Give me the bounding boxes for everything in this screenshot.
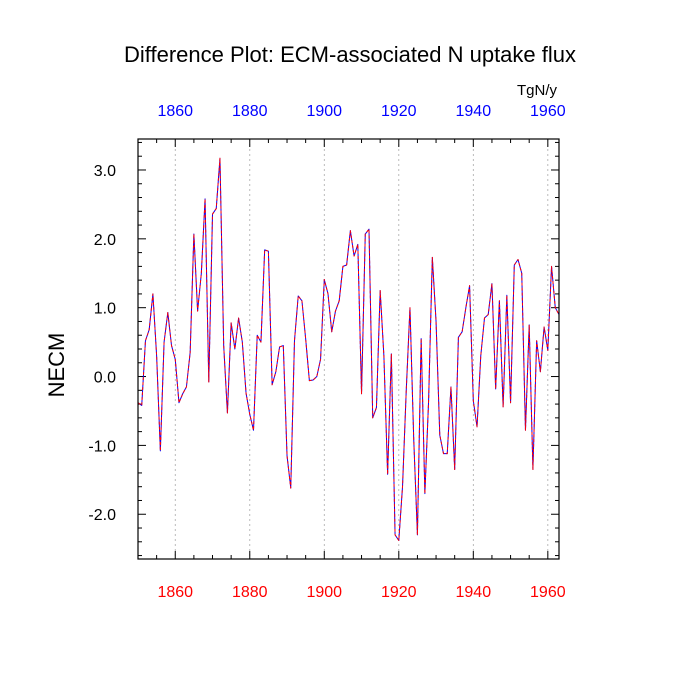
y-tick-label-1: 2.0 xyxy=(94,232,116,249)
x-tick-label-top-1900: 1900 xyxy=(306,103,342,120)
y-tick-label-3: 0.0 xyxy=(94,370,116,387)
y-tick-label-4: -1.0 xyxy=(88,438,116,455)
x-tick-label-bottom-1900: 1900 xyxy=(306,584,342,601)
x-tick-label-bottom-1960: 1960 xyxy=(530,584,566,601)
chart-title: Difference Plot: ECM-associated N uptake… xyxy=(124,42,576,67)
x-tick-label-bottom-1920: 1920 xyxy=(381,584,417,601)
y-tick-labels: 3.0 2.0 1.0 0.0 -1.0 -2.0 xyxy=(88,163,116,524)
y-tick-label-5: -2.0 xyxy=(88,507,116,524)
x-tick-label-top-1860: 1860 xyxy=(157,103,193,120)
series-line-overlay-0 xyxy=(137,157,560,541)
series-line-0 xyxy=(137,157,560,541)
axis-ticks xyxy=(137,139,559,559)
x-tick-labels-bottom: 1860 1880 1900 1920 1940 1960 xyxy=(157,584,565,601)
units-label: TgN/y xyxy=(517,82,558,99)
x-tick-label-bottom-1880: 1880 xyxy=(232,584,268,601)
y-tick-label-0: 3.0 xyxy=(94,163,116,180)
x-tick-labels-top: 1860 1880 1900 1920 1940 1960 xyxy=(157,103,565,120)
grid-lines xyxy=(174,139,549,559)
y-axis-label: NECM xyxy=(44,333,69,398)
x-tick-label-top-1920: 1920 xyxy=(381,103,417,120)
plot-frame xyxy=(137,138,560,560)
x-tick-label-top-1960: 1960 xyxy=(530,103,566,120)
series-group xyxy=(137,157,560,541)
x-tick-label-bottom-1940: 1940 xyxy=(456,584,492,601)
x-tick-label-bottom-1860: 1860 xyxy=(157,584,193,601)
x-tick-label-top-1880: 1880 xyxy=(232,103,268,120)
x-tick-label-top-1940: 1940 xyxy=(456,103,492,120)
y-tick-label-2: 1.0 xyxy=(94,301,116,318)
